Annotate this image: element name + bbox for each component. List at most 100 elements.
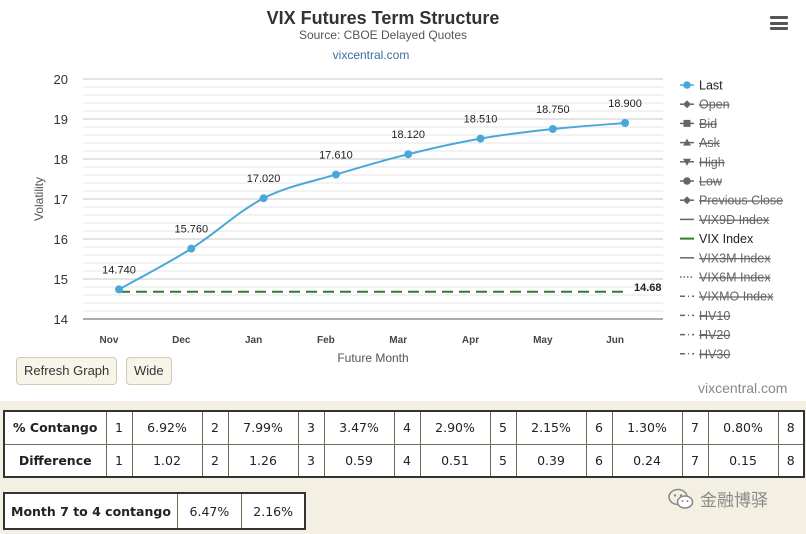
value-cell: 1.02 bbox=[131, 443, 203, 478]
vix-index-label: 14.68 bbox=[634, 282, 662, 294]
last-data-point bbox=[404, 150, 413, 159]
month-index-cell: 7 bbox=[681, 410, 709, 445]
legend-marker bbox=[683, 138, 691, 146]
value-cell: 2.90% bbox=[419, 410, 491, 445]
legend-item-label[interactable]: Last bbox=[699, 79, 723, 93]
legend-item-label[interactable]: Open bbox=[699, 98, 730, 112]
month74-value-2: 2.16% bbox=[240, 492, 306, 530]
month-index-cell: 5 bbox=[489, 410, 517, 445]
y-tick-label: 18 bbox=[54, 152, 68, 167]
legend-item-label[interactable]: HV30 bbox=[699, 347, 730, 361]
refresh-graph-button[interactable]: Refresh Graph bbox=[16, 357, 118, 385]
legend-item-label[interactable]: High bbox=[699, 155, 725, 169]
month-index-cell: 2 bbox=[201, 443, 229, 478]
chart-subtitle: Source: CBOE Delayed Quotes bbox=[299, 28, 467, 42]
last-data-point bbox=[331, 170, 340, 179]
month-index-cell: 1 bbox=[105, 443, 133, 478]
table-row: % Contango 1 6.92% 2 7.99% 3 3.47% 4 2.90% 5 2.15%… bbox=[3, 410, 805, 445]
y-tick-label: 17 bbox=[54, 192, 68, 207]
last-data-point bbox=[476, 134, 485, 143]
y-tick-label: 20 bbox=[54, 72, 68, 87]
value-cell: 0.51 bbox=[419, 443, 491, 478]
x-tick-label: Dec bbox=[172, 335, 191, 346]
wechat-icon bbox=[668, 488, 694, 509]
legend-item-label[interactable]: HV10 bbox=[699, 309, 730, 323]
last-data-label: 17.020 bbox=[247, 173, 281, 185]
month-index-cell: 2 bbox=[201, 410, 229, 445]
value-cell: 1.30% bbox=[611, 410, 683, 445]
row-label: Difference bbox=[3, 443, 107, 478]
wechat-account-name: 金融博驿 bbox=[700, 491, 768, 510]
last-data-point bbox=[548, 125, 557, 133]
month-index-cell: 1 bbox=[105, 410, 133, 445]
legend-item-label[interactable]: Ask bbox=[699, 136, 721, 150]
chart-title: VIX Futures Term Structure bbox=[267, 8, 500, 28]
last-data-label: 17.610 bbox=[319, 150, 353, 162]
table-row: Month 7 to 4 contango 6.47% 2.16% bbox=[3, 492, 306, 530]
legend-item-label[interactable]: VIX Index bbox=[699, 232, 754, 246]
legend-marker bbox=[683, 158, 691, 166]
legend-item-label[interactable]: VIX6M Index bbox=[699, 271, 771, 285]
value-cell: 7.99% bbox=[227, 410, 299, 445]
value-cell: 0.15 bbox=[707, 443, 779, 478]
table-row: Difference 1 1.02 2 1.26 3 0.59 4 0.51 5 0.39 6 0.24… bbox=[3, 443, 805, 478]
legend-item-label[interactable]: VIXMO Index bbox=[699, 290, 774, 304]
value-cell: 6.92% bbox=[131, 410, 203, 445]
value-cell: 2.15% bbox=[515, 410, 587, 445]
month-index-cell: 8 bbox=[777, 443, 805, 478]
value-cell: 1.26 bbox=[227, 443, 299, 478]
legend-marker bbox=[683, 196, 691, 205]
value-cell: 3.47% bbox=[323, 410, 395, 445]
last-data-label: 18.900 bbox=[608, 98, 642, 110]
month74-value-1: 6.47% bbox=[176, 492, 242, 530]
y-tick-label: 15 bbox=[54, 272, 68, 287]
y-tick-label: 14 bbox=[54, 312, 68, 327]
value-cell: 0.80% bbox=[707, 410, 779, 445]
legend-marker bbox=[683, 119, 691, 127]
x-tick-label: May bbox=[533, 335, 553, 346]
legend-item-label[interactable]: VIX3M Index bbox=[699, 251, 771, 265]
value-cell: 0.24 bbox=[611, 443, 683, 478]
x-tick-label: Nov bbox=[100, 335, 119, 346]
contango-table: % Contango 1 6.92% 2 7.99% 3 3.47% 4 2.90% 5 2.15%… bbox=[3, 410, 805, 478]
x-tick-label: Jun bbox=[606, 335, 624, 346]
legend-marker bbox=[683, 81, 691, 89]
month-index-cell: 6 bbox=[585, 410, 613, 445]
month-index-cell: 8 bbox=[777, 410, 805, 445]
last-data-label: 15.760 bbox=[174, 224, 208, 236]
last-data-point bbox=[187, 244, 196, 253]
legend-item-label[interactable]: VIX9D Index bbox=[699, 213, 770, 227]
month-index-cell: 4 bbox=[393, 443, 421, 478]
last-series-line bbox=[118, 122, 626, 291]
last-data-label: 18.750 bbox=[536, 104, 570, 116]
month-index-cell: 3 bbox=[297, 410, 325, 445]
value-cell: 0.39 bbox=[515, 443, 587, 478]
month-index-cell: 7 bbox=[681, 443, 709, 478]
legend-item-label[interactable]: Bid bbox=[699, 117, 717, 131]
legend-marker bbox=[683, 177, 691, 185]
legend-item-label[interactable]: Previous Close bbox=[699, 194, 783, 208]
month-index-cell: 3 bbox=[297, 443, 325, 478]
chart-panel: VIX Futures Term Structure Source: CBOE D… bbox=[0, 0, 806, 401]
month-index-cell: 5 bbox=[489, 443, 517, 478]
month-7-to-4-contango-table: Month 7 to 4 contango 6.47% 2.16% bbox=[3, 492, 307, 530]
x-tick-label: Jan bbox=[245, 335, 262, 346]
wide-button[interactable]: Wide bbox=[126, 357, 172, 385]
legend-item-label[interactable]: HV20 bbox=[699, 328, 730, 342]
last-data-label: 18.510 bbox=[464, 114, 498, 126]
x-tick-label: Mar bbox=[389, 335, 407, 346]
wechat-watermark: 金融博驿 bbox=[668, 486, 768, 511]
x-axis-title: Future Month bbox=[337, 351, 408, 365]
month74-label: Month 7 to 4 contango bbox=[3, 492, 178, 530]
last-data-point bbox=[259, 194, 268, 203]
watermark-text: vixcentral.com bbox=[698, 380, 788, 396]
legend-item-label[interactable]: Low bbox=[699, 175, 723, 189]
month-index-cell: 6 bbox=[585, 443, 613, 478]
hamburger-menu-icon[interactable] bbox=[770, 16, 788, 30]
y-axis-title: Volatility bbox=[32, 177, 46, 221]
last-data-point bbox=[115, 285, 123, 294]
last-data-label: 14.740 bbox=[102, 264, 136, 276]
y-tick-label: 19 bbox=[54, 112, 68, 127]
y-tick-label: 16 bbox=[54, 232, 68, 247]
